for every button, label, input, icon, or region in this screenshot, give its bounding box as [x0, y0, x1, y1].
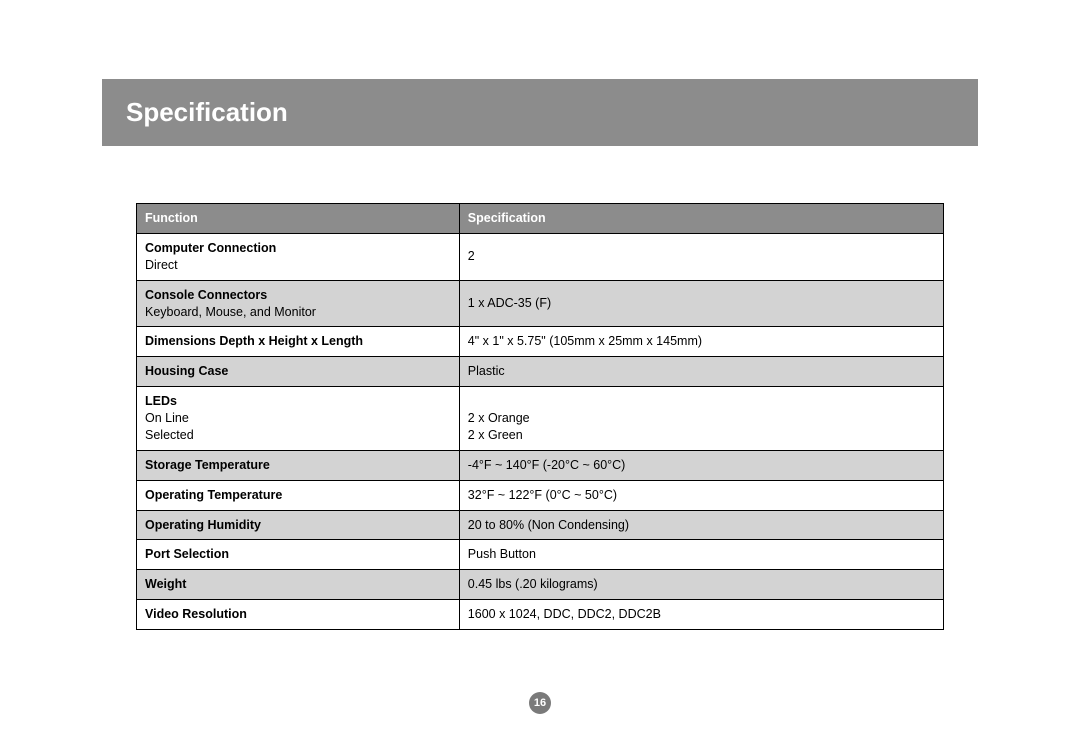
cell-specification: -4°F ~ 140°F (-20°C ~ 60°C): [459, 450, 943, 480]
table-row: Video Resolution 1600 x 1024, DDC, DDC2, …: [137, 600, 944, 630]
function-title: Dimensions Depth x Height x Length: [145, 334, 363, 348]
table-row: Operating Humidity 20 to 80% (Non Condens…: [137, 510, 944, 540]
function-title: Operating Temperature: [145, 488, 282, 502]
spec-text: -4°F ~ 140°F (-20°C ~ 60°C): [468, 458, 626, 472]
cell-specification: Push Button: [459, 540, 943, 570]
spec-text: 32°F ~ 122°F (0°C ~ 50°C): [468, 488, 617, 502]
title-bar: Specification: [102, 79, 978, 146]
cell-function: Dimensions Depth x Height x Length: [137, 327, 460, 357]
table-row: Housing Case Plastic: [137, 357, 944, 387]
cell-function: Console Connectors Keyboard, Mouse, and M…: [137, 280, 460, 327]
page-number-badge: 16: [529, 692, 551, 714]
function-subtitle: Keyboard, Mouse, and Monitor: [145, 305, 316, 319]
cell-specification: 2: [459, 233, 943, 280]
spec-text: 0.45 lbs (.20 kilograms): [468, 577, 598, 591]
table-row: Port Selection Push Button: [137, 540, 944, 570]
function-title: LEDs: [145, 394, 177, 408]
function-title: Storage Temperature: [145, 458, 270, 472]
spec-text: 1 x ADC-35 (F): [468, 296, 551, 310]
cell-specification: 1600 x 1024, DDC, DDC2, DDC2B: [459, 600, 943, 630]
function-title: Console Connectors: [145, 288, 267, 302]
function-subtitle: On Line: [145, 411, 189, 425]
cell-function: Computer Connection Direct: [137, 233, 460, 280]
table-row: Weight 0.45 lbs (.20 kilograms): [137, 570, 944, 600]
table-row: Dimensions Depth x Height x Length 4" x 1…: [137, 327, 944, 357]
cell-specification: 2 x Orange 2 x Green: [459, 387, 943, 451]
cell-function: Storage Temperature: [137, 450, 460, 480]
spec-text: 1600 x 1024, DDC, DDC2, DDC2B: [468, 607, 661, 621]
cell-function: Video Resolution: [137, 600, 460, 630]
cell-function: Weight: [137, 570, 460, 600]
function-title: Port Selection: [145, 547, 229, 561]
spec-text: 20 to 80% (Non Condensing): [468, 518, 629, 532]
function-title: Weight: [145, 577, 186, 591]
table-row: Computer Connection Direct 2: [137, 233, 944, 280]
table-row: Console Connectors Keyboard, Mouse, and M…: [137, 280, 944, 327]
table-row: LEDs On Line Selected 2 x Orange 2 x Green: [137, 387, 944, 451]
page: Specification Function Specification Com…: [0, 0, 1080, 742]
page-number-wrap: 16: [0, 692, 1080, 714]
page-title: Specification: [126, 97, 288, 128]
function-title: Video Resolution: [145, 607, 247, 621]
table-row: Storage Temperature -4°F ~ 140°F (-20°C ~…: [137, 450, 944, 480]
cell-specification: 32°F ~ 122°F (0°C ~ 50°C): [459, 480, 943, 510]
cell-function: LEDs On Line Selected: [137, 387, 460, 451]
table-header-row: Function Specification: [137, 204, 944, 234]
cell-function: Operating Temperature: [137, 480, 460, 510]
cell-specification: 20 to 80% (Non Condensing): [459, 510, 943, 540]
spec-text: Push Button: [468, 547, 536, 561]
spec-text: 4" x 1" x 5.75" (105mm x 25mm x 145mm): [468, 334, 702, 348]
column-header-function: Function: [137, 204, 460, 234]
specification-table: Function Specification Computer Connecti…: [136, 203, 944, 630]
table-body: Computer Connection Direct 2 Console Connec…: [137, 233, 944, 629]
function-title: Computer Connection: [145, 241, 276, 255]
table-row: Operating Temperature 32°F ~ 122°F (0°C ~…: [137, 480, 944, 510]
cell-specification: 4" x 1" x 5.75" (105mm x 25mm x 145mm): [459, 327, 943, 357]
spec-text: 2 x Green: [468, 428, 523, 442]
cell-specification: 1 x ADC-35 (F): [459, 280, 943, 327]
spec-text: Plastic: [468, 364, 505, 378]
cell-specification: 0.45 lbs (.20 kilograms): [459, 570, 943, 600]
spec-text: 2 x Orange: [468, 411, 530, 425]
column-header-specification: Specification: [459, 204, 943, 234]
cell-function: Port Selection: [137, 540, 460, 570]
cell-function: Housing Case: [137, 357, 460, 387]
spec-text: 2: [468, 249, 475, 263]
function-subtitle: Selected: [145, 428, 194, 442]
cell-specification: Plastic: [459, 357, 943, 387]
function-subtitle: Direct: [145, 258, 178, 272]
function-title: Operating Humidity: [145, 518, 261, 532]
cell-function: Operating Humidity: [137, 510, 460, 540]
function-title: Housing Case: [145, 364, 228, 378]
